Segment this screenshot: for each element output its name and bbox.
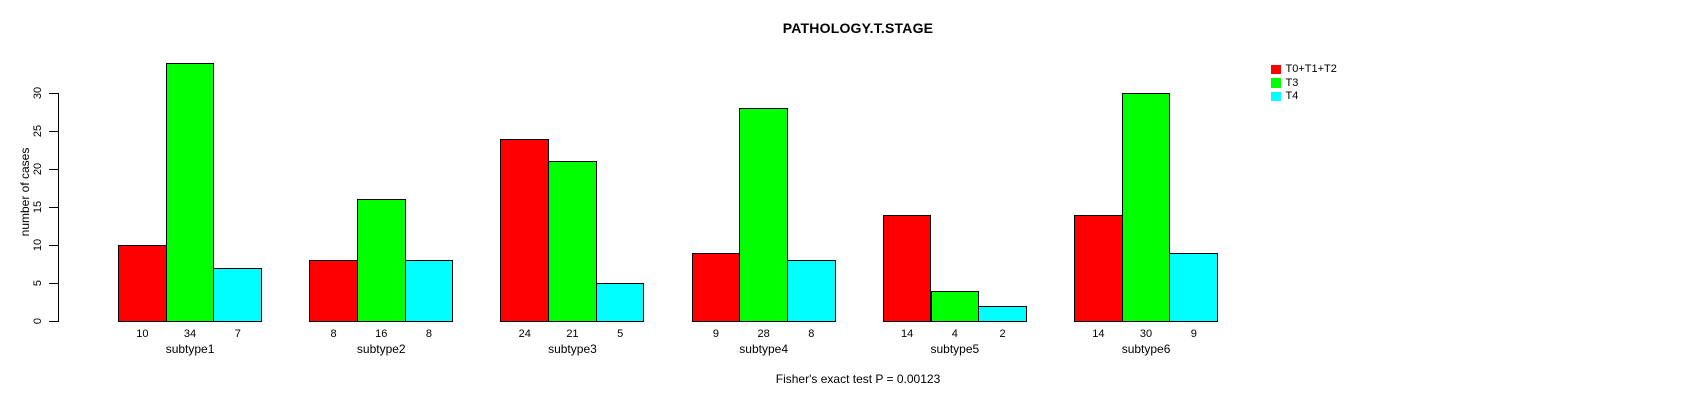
bar-count-label: 8 xyxy=(808,328,815,340)
legend-item: T0+T1+T2 xyxy=(1271,63,1337,76)
legend-swatch-icon xyxy=(1271,64,1281,75)
bar-count-label: 10 xyxy=(136,328,149,340)
bar-t0t1t2-subtype6 xyxy=(1074,214,1123,322)
bar-t3-subtype3 xyxy=(548,161,597,322)
x-category-label: subtype5 xyxy=(930,342,980,356)
y-tick-mark xyxy=(49,130,58,132)
y-tick-mark xyxy=(49,92,58,94)
y-tick-mark xyxy=(49,320,58,322)
legend-label: T0+T1+T2 xyxy=(1285,63,1337,76)
bar-t0t1t2-subtype3 xyxy=(500,138,550,322)
bar-count-label: 9 xyxy=(1190,328,1197,340)
x-category-label: subtype3 xyxy=(548,342,597,356)
bar-t4-subtype3 xyxy=(595,283,645,322)
y-tick-mark xyxy=(49,168,58,170)
bar-t0t1t2-subtype4 xyxy=(691,252,741,322)
bar-t4-subtype2 xyxy=(404,260,454,322)
bar-count-label: 28 xyxy=(757,328,770,340)
bar-count-label: 16 xyxy=(375,328,388,340)
y-tick-label: 10 xyxy=(32,238,44,252)
legend-label: T3 xyxy=(1285,76,1299,89)
bar-t4-subtype1 xyxy=(213,267,263,322)
y-axis-label: number of cases xyxy=(18,147,32,237)
bar-count-label: 14 xyxy=(1092,328,1105,340)
x-category-label: subtype1 xyxy=(165,342,215,356)
bar-count-label: 21 xyxy=(566,328,579,340)
bar-t0t1t2-subtype1 xyxy=(118,245,167,322)
chart-title: PATHOLOGY.T.STAGE xyxy=(782,20,934,36)
legend-swatch-icon xyxy=(1271,91,1281,102)
bar-count-label: 8 xyxy=(330,328,337,340)
bar-count-label: 2 xyxy=(999,328,1006,340)
bar-t3-subtype4 xyxy=(739,108,788,322)
x-category-label: subtype4 xyxy=(739,342,788,356)
bar-count-label: 4 xyxy=(951,328,958,340)
legend-swatch-icon xyxy=(1271,78,1281,88)
bar-count-label: 24 xyxy=(518,328,531,340)
bar-count-label: 14 xyxy=(901,328,914,340)
bar-count-label: 9 xyxy=(712,328,719,340)
legend-item: T3 xyxy=(1271,76,1337,89)
bar-t3-subtype5 xyxy=(930,290,980,322)
legend-label: T4 xyxy=(1285,89,1299,102)
bar-count-label: 5 xyxy=(617,328,624,340)
legend: T0+T1+T2 T3 T4 xyxy=(1271,63,1337,103)
y-tick-label: 30 xyxy=(32,86,44,100)
y-tick-label: 5 xyxy=(32,279,44,287)
bar-t3-subtype1 xyxy=(165,62,215,322)
bar-count-label: 34 xyxy=(183,328,197,340)
bar-t3-subtype6 xyxy=(1121,93,1171,322)
x-category-label: subtype2 xyxy=(356,342,406,356)
bar-t0t1t2-subtype5 xyxy=(882,214,932,322)
bar-count-label: 7 xyxy=(234,328,241,340)
bar-count-label: 8 xyxy=(425,328,432,340)
legend-item: T4 xyxy=(1271,90,1337,103)
bar-count-label: 30 xyxy=(1139,328,1153,340)
bar-t4-subtype5 xyxy=(978,305,1027,322)
y-tick-mark xyxy=(49,206,58,208)
bar-t0t1t2-subtype2 xyxy=(309,260,358,322)
y-tick-mark xyxy=(49,244,58,246)
y-axis-line xyxy=(58,93,59,322)
y-tick-label: 15 xyxy=(32,200,44,214)
y-tick-label: 25 xyxy=(32,124,44,138)
bar-t3-subtype2 xyxy=(356,199,406,322)
footer-caption: Fisher's exact test P = 0.00123 xyxy=(775,372,941,386)
y-tick-label: 0 xyxy=(32,317,44,325)
y-tick-label: 20 xyxy=(32,162,44,176)
bar-t4-subtype6 xyxy=(1169,252,1219,322)
x-category-label: subtype6 xyxy=(1121,342,1171,356)
y-tick-mark xyxy=(49,282,58,284)
bar-t4-subtype4 xyxy=(787,260,836,322)
